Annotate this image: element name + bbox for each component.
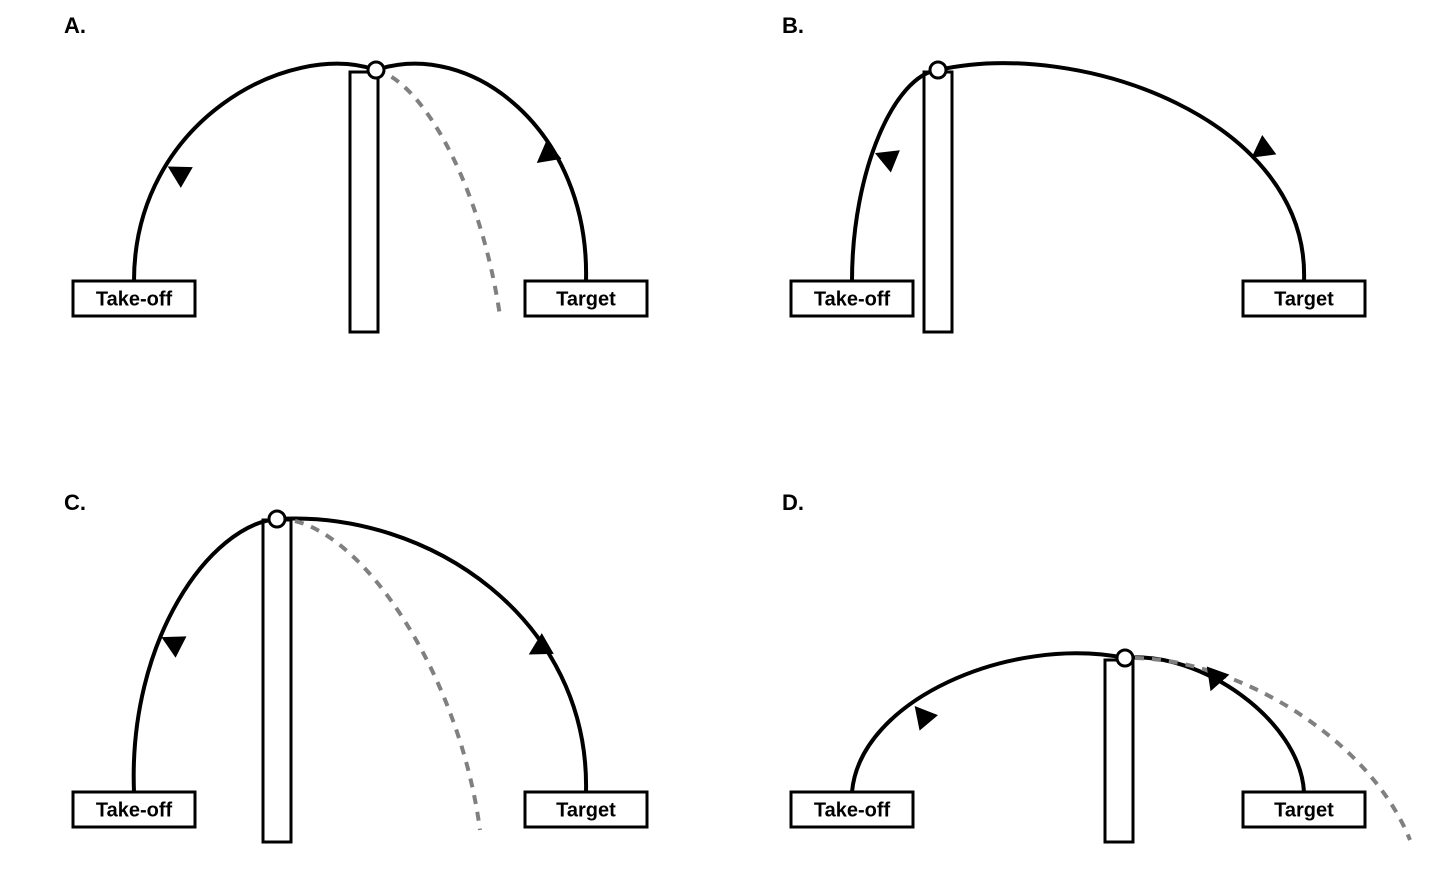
arc-left-c xyxy=(134,519,277,792)
panel-a: Take-off Target xyxy=(73,62,647,332)
figure-svg: Take-off Target Take-off Target xyxy=(0,0,1430,874)
arc-right-c xyxy=(277,518,586,792)
takeoff-label-d: Take-off xyxy=(814,799,891,821)
takeoff-label-b: Take-off xyxy=(814,288,891,310)
figure-canvas: A. B. C. D. Take-off xyxy=(0,0,1430,874)
arc-left-d xyxy=(852,653,1125,792)
target-label-b: Target xyxy=(1274,288,1334,310)
takeoff-label-a: Take-off xyxy=(96,288,173,310)
barrier-a xyxy=(350,72,378,332)
dashed-c xyxy=(295,521,480,830)
dashed-a xyxy=(376,70,500,316)
takeoff-label-c: Take-off xyxy=(96,799,173,821)
panel-b: Take-off Target xyxy=(791,62,1365,332)
target-label-a: Target xyxy=(556,288,616,310)
barrier-c xyxy=(263,520,291,842)
target-label-c: Target xyxy=(556,799,616,821)
barrier-b xyxy=(924,72,952,332)
arc-right-a xyxy=(376,64,586,281)
apex-marker-a xyxy=(368,62,384,78)
apex-marker-d xyxy=(1117,650,1133,666)
barrier-d xyxy=(1105,660,1133,842)
apex-marker-c xyxy=(269,511,285,527)
arrowhead-right-a xyxy=(529,140,561,172)
arc-right-b xyxy=(938,63,1304,281)
panel-c: Take-off Target xyxy=(73,511,647,842)
arc-left-a xyxy=(134,64,376,281)
panel-d: Take-off Target xyxy=(791,650,1410,842)
target-label-d: Target xyxy=(1274,799,1334,821)
arrowhead-left-c xyxy=(156,626,186,657)
apex-marker-b xyxy=(930,62,946,78)
